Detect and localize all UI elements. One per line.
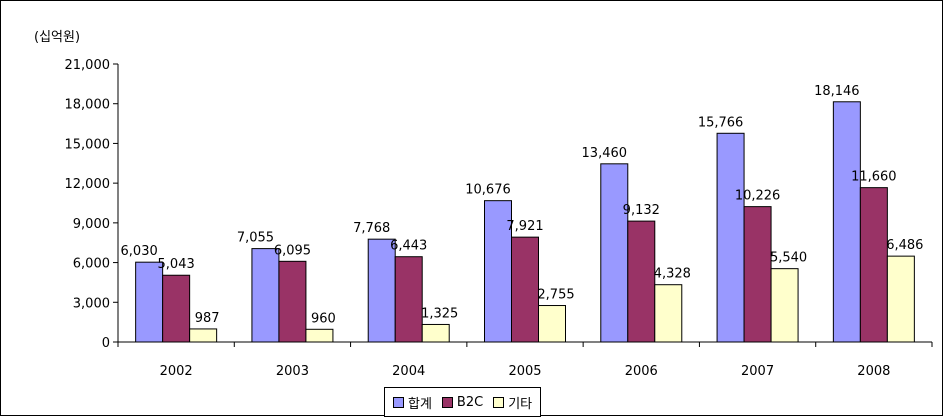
data-label: 11,660 <box>851 170 897 185</box>
bar <box>627 220 656 343</box>
bar <box>278 260 307 343</box>
data-label: 10,676 <box>465 183 511 198</box>
bar <box>162 274 191 343</box>
data-label: 7,921 <box>506 219 543 234</box>
bar <box>832 101 861 343</box>
y-tick-label: 21,000 <box>65 58 111 73</box>
legend-item-b2c: B2C <box>441 394 484 410</box>
legend-label-total: 합계 <box>408 396 432 412</box>
bar <box>484 200 512 343</box>
bar <box>743 206 772 343</box>
x-tick-label: 2006 <box>625 364 658 379</box>
data-label: 13,460 <box>582 146 628 161</box>
data-label: 5,043 <box>158 257 195 272</box>
data-label: 9,132 <box>623 203 660 218</box>
y-tick-label: 18,000 <box>65 98 111 113</box>
y-tick-label: 9,000 <box>73 217 110 232</box>
bar <box>305 328 334 343</box>
data-labels: 6,030 7,055 7,768 10,676 13,460 15,766 18,146 5… <box>121 84 924 327</box>
bar <box>421 323 450 343</box>
bar <box>654 284 683 343</box>
data-label: 5,540 <box>770 251 807 266</box>
y-axis: 0 3,000 6,000 9,000 12,000 15,000 18,000 21,000 <box>65 58 119 351</box>
x-axis: 2002 2003 2004 2005 2006 2007 2008 <box>117 341 933 379</box>
bar <box>859 187 888 343</box>
data-label: 6,443 <box>390 239 427 254</box>
y-tick-label: 3,000 <box>73 296 110 311</box>
data-label: 4,328 <box>654 267 691 282</box>
data-label: 2,755 <box>537 288 574 303</box>
bar <box>886 255 915 343</box>
y-tick-label: 15,000 <box>65 137 111 152</box>
x-tick-label: 2003 <box>276 364 309 379</box>
x-tick-label: 2002 <box>160 364 193 379</box>
bar <box>600 163 629 343</box>
bar <box>135 261 164 343</box>
bars <box>135 101 915 343</box>
legend-label-b2c: B2C <box>456 394 484 410</box>
legend-swatch-total <box>393 396 404 408</box>
bar <box>394 256 423 343</box>
data-label: 7,055 <box>237 231 274 246</box>
x-tick-label: 2007 <box>741 364 774 379</box>
data-label: 18,146 <box>814 84 860 99</box>
data-label: 6,030 <box>121 244 158 259</box>
y-unit-label: (십억원) <box>34 30 80 45</box>
bar <box>716 132 745 343</box>
bar <box>251 248 280 343</box>
x-tick-label: 2008 <box>857 364 890 379</box>
y-tick-label: 6,000 <box>73 257 110 272</box>
data-label: 6,095 <box>274 243 311 258</box>
legend-item-other: 기타 <box>493 393 532 412</box>
legend-swatch-other <box>493 396 505 408</box>
legend-item-total: 합계 <box>393 393 432 412</box>
y-tick-label: 0 <box>102 336 110 351</box>
data-label: 960 <box>311 311 336 326</box>
bar <box>770 268 799 343</box>
data-label: 10,226 <box>735 189 781 204</box>
bar <box>511 236 539 343</box>
y-tick-label: 12,000 <box>65 177 111 192</box>
x-tick-label: 2005 <box>508 364 541 379</box>
bar <box>189 328 218 343</box>
data-label: 6,486 <box>886 238 923 253</box>
legend-swatch-b2c <box>441 396 453 408</box>
bar <box>538 305 566 343</box>
data-label: 1,325 <box>421 306 458 321</box>
bar <box>367 238 396 343</box>
data-label: 987 <box>195 311 220 326</box>
legend: 합계 B2C 기타 <box>384 387 542 417</box>
x-tick-label: 2004 <box>392 364 425 379</box>
data-label: 15,766 <box>698 115 744 130</box>
legend-label-other: 기타 <box>508 396 533 412</box>
data-label: 7,768 <box>353 221 390 236</box>
